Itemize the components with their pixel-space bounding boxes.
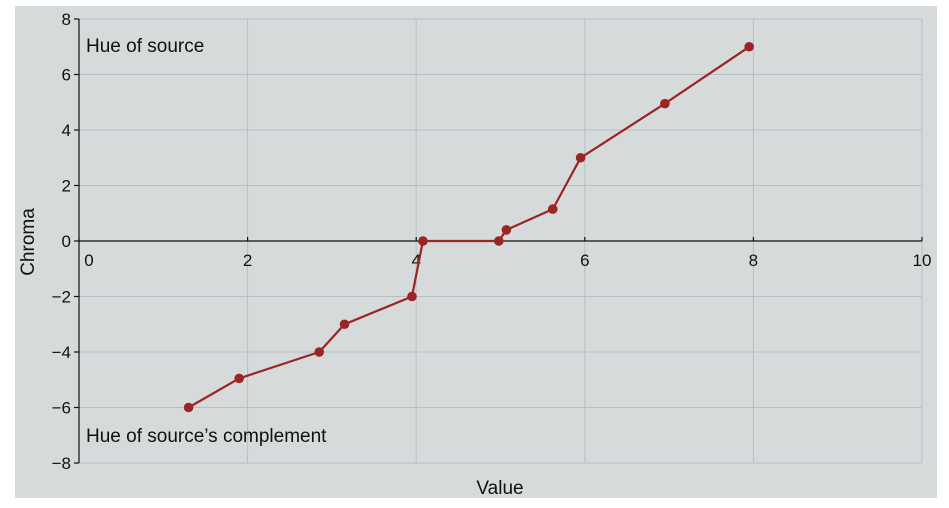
- series: [183, 41, 754, 413]
- data-point: [234, 373, 244, 384]
- series-line: [188, 45, 750, 409]
- x-tick-label: 6: [580, 251, 589, 270]
- y-tick-label: −8: [52, 454, 71, 473]
- x-tick-label: 2: [243, 251, 252, 270]
- x-tick-label: 0: [84, 251, 93, 270]
- data-point: [494, 236, 504, 246]
- data-point: [547, 204, 558, 214]
- chart-figure: [15, 6, 937, 498]
- data-point: [407, 291, 417, 302]
- y-tick-label: −4: [52, 343, 71, 362]
- x-tick-label: 4: [411, 251, 420, 270]
- data-point: [575, 152, 586, 163]
- y-tick-label: −2: [52, 288, 71, 307]
- y-tick-label: 2: [62, 177, 71, 196]
- y-axis-label: Chroma: [18, 208, 39, 276]
- x-axis-label: Value: [476, 478, 523, 499]
- data-point: [744, 41, 754, 52]
- annotation-bottom: Hue of source’s complement: [86, 426, 327, 447]
- data-point: [418, 236, 428, 246]
- y-tick-label: −6: [52, 399, 71, 418]
- annotation-top: Hue of source: [86, 36, 204, 57]
- data-point: [660, 98, 670, 109]
- y-tick-label: 8: [62, 10, 71, 29]
- y-tick-label: 0: [62, 232, 71, 251]
- x-tick-label: 10: [913, 251, 932, 270]
- data-point: [314, 347, 325, 357]
- y-tick-label: 4: [62, 121, 71, 140]
- tick-labels: 0 2 4 6 8 10 8 6 4 2 0 −2 −4 −6 −8: [52, 10, 932, 473]
- x-tick-label: 8: [749, 251, 758, 270]
- data-point: [183, 402, 194, 413]
- data-point: [501, 225, 512, 235]
- data-point: [339, 319, 350, 330]
- y-tick-label: 6: [62, 66, 71, 85]
